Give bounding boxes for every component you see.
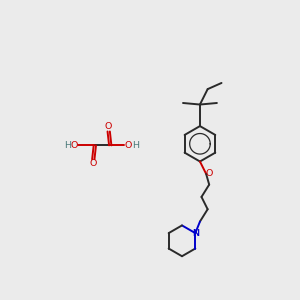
Text: O: O [125, 141, 132, 150]
Text: O: O [71, 141, 78, 150]
Text: O: O [206, 169, 213, 178]
Text: N: N [192, 229, 199, 238]
Text: H: H [64, 141, 71, 150]
Text: O: O [89, 159, 97, 168]
Text: N: N [192, 229, 199, 238]
Text: H: H [132, 141, 139, 150]
Text: O: O [105, 122, 112, 131]
